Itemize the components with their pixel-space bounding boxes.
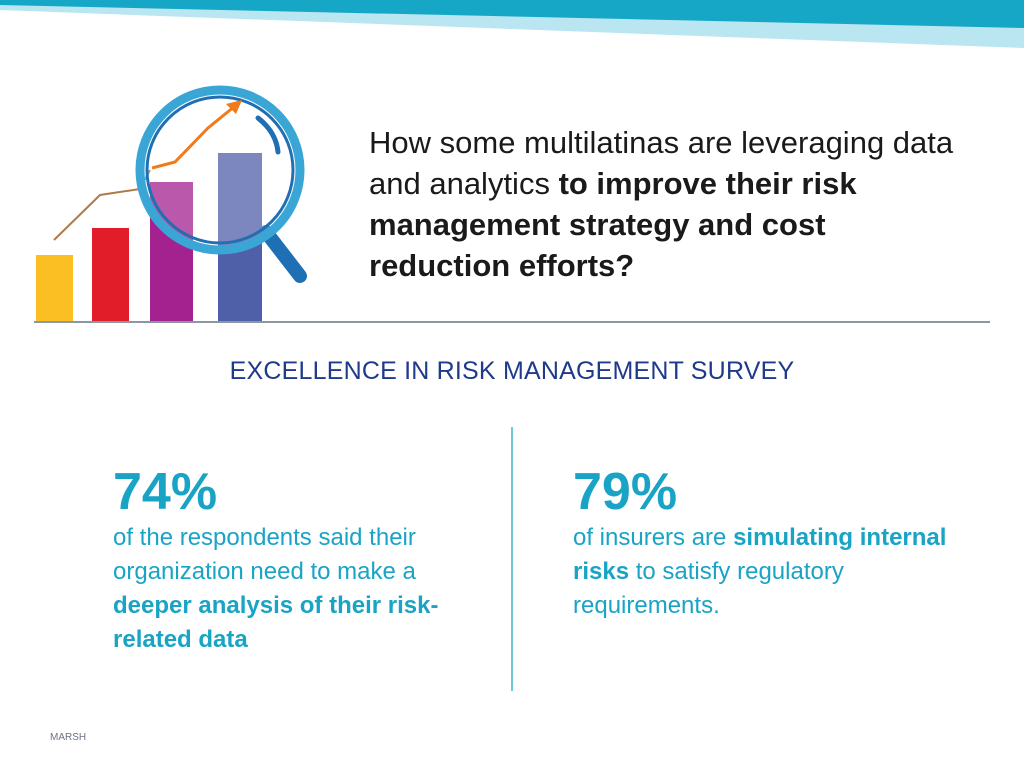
footer-brand: MARSH bbox=[50, 732, 87, 743]
stat-right: 79% of insurers are simulating internal … bbox=[573, 463, 953, 623]
bar-red bbox=[92, 228, 129, 322]
stat-left-number: 74% bbox=[113, 463, 218, 521]
headline-plain: How some multilatinas are leveraging dat… bbox=[369, 125, 954, 201]
survey-title: EXCELLENCE IN RISK MANAGEMENT SURVEY bbox=[229, 357, 795, 385]
stat-right-text-1: of insurers are bbox=[573, 524, 734, 551]
top-decorative-band bbox=[0, 0, 1024, 48]
horizontal-divider bbox=[34, 321, 990, 323]
stat-left: 74% of the respondents said their organi… bbox=[113, 463, 473, 657]
stat-left-bold: deeper analysis of their risk-related da… bbox=[113, 592, 439, 653]
headline: How some multilatinas are leveraging dat… bbox=[369, 122, 969, 286]
headline-bold: to improve their risk management strateg… bbox=[369, 166, 857, 283]
stat-right-bold: simulating internal risks bbox=[573, 524, 947, 585]
growth-bar-chart-with-magnifier-icon bbox=[35, 85, 307, 323]
stat-right-description: of insurers are simulating internal risk… bbox=[573, 521, 953, 623]
bar-yellow bbox=[36, 255, 73, 322]
vertical-divider bbox=[511, 427, 513, 691]
stat-left-description: of the respondents said their organizati… bbox=[113, 521, 473, 657]
stat-right-text-2: to satisfy regulatory requirements. bbox=[573, 558, 844, 619]
stat-left-text: of the respondents said their organizati… bbox=[113, 524, 416, 585]
stat-right-number: 79% bbox=[573, 463, 678, 521]
